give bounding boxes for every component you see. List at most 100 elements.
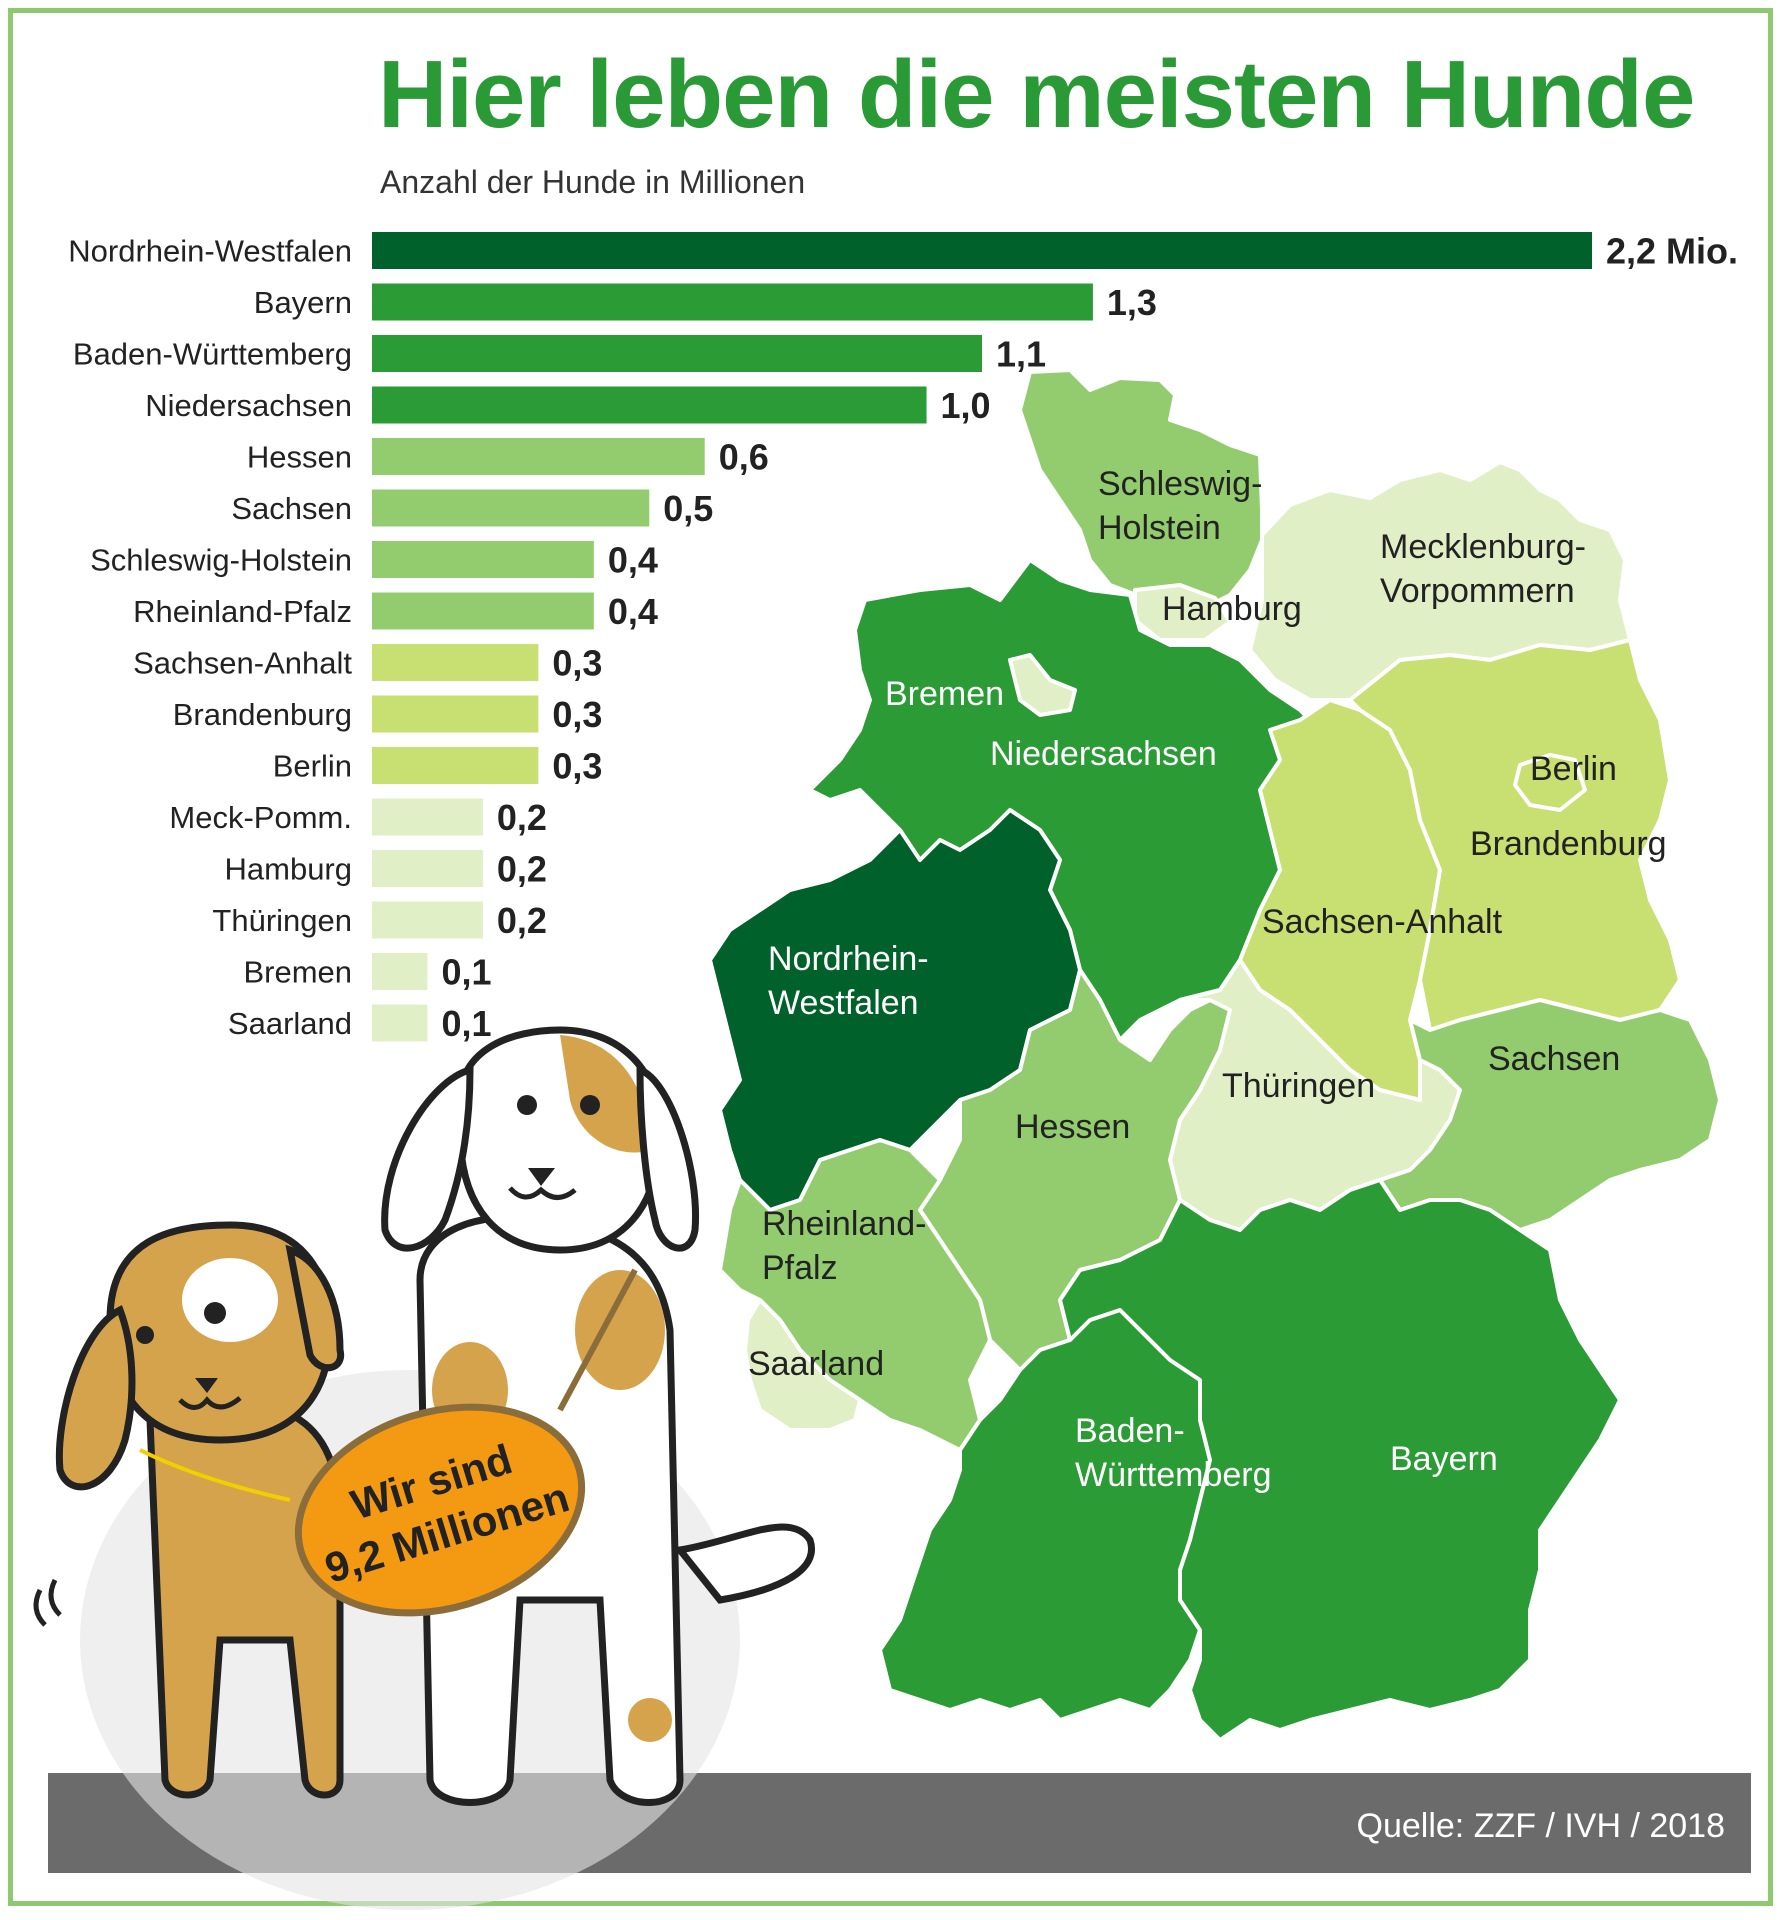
value-label: 0,2	[497, 797, 547, 838]
category-label: Bremen	[243, 955, 352, 990]
bar	[372, 541, 594, 578]
value-label: 1,0	[941, 385, 991, 426]
map-labels: Schleswig- Holstein Mecklenburg- Vorpommern…	[748, 465, 1667, 1494]
category-label: Schleswig-Holstein	[90, 543, 352, 578]
map-label-nw: Westfalen	[768, 984, 919, 1022]
bar	[372, 644, 539, 681]
map-region-rp	[718, 1138, 992, 1452]
bar	[372, 953, 428, 990]
map-label-mv: Vorpommern	[1380, 572, 1575, 610]
map-label-st: Sachsen-Anhalt	[1262, 903, 1503, 941]
value-label: 1,1	[996, 334, 1046, 375]
bar	[372, 850, 483, 887]
collar-string	[139, 1448, 291, 1502]
brown-dog-tail-lines	[33, 1578, 62, 1627]
dogs-illustration: Wir sind 9,2 Millionen	[33, 1026, 815, 1910]
value-label: 0,4	[608, 540, 658, 581]
infographic-frame	[8, 8, 1773, 1906]
white-dog-spot-3	[628, 1698, 672, 1742]
brown-dog-ear-left	[55, 1305, 136, 1491]
value-label: 0,2	[497, 849, 547, 890]
chart-subtitle: Anzahl der Hunde in Millionen	[380, 164, 806, 200]
map-label-sh: Holstein	[1098, 509, 1221, 547]
map-label-th: Thüringen	[1222, 1067, 1375, 1105]
category-label: Niedersachsen	[145, 388, 352, 423]
brown-dog-eye-patch	[182, 1258, 278, 1342]
category-label: Hamburg	[225, 852, 353, 887]
map-region-hb	[1008, 653, 1077, 717]
value-label: 1,3	[1107, 282, 1157, 323]
bar	[372, 1004, 428, 1042]
category-label: Bayern	[254, 285, 352, 320]
map-label-bb: Brandenburg	[1470, 825, 1667, 863]
white-dog-nose	[528, 1168, 555, 1186]
category-label: Baden-Württemberg	[73, 337, 352, 372]
map-label-mv: Mecklenburg-	[1380, 528, 1586, 566]
map-label-be: Berlin	[1530, 750, 1617, 788]
brown-dog-eye	[204, 1302, 226, 1324]
map-region-sh	[1018, 368, 1264, 612]
white-dog-head-patch	[560, 1035, 650, 1153]
map-region-ni	[808, 558, 1322, 1042]
category-label: Nordrhein-Westfalen	[68, 234, 352, 269]
value-label: 0,4	[608, 591, 658, 632]
bar	[372, 798, 483, 836]
map-region-nw	[708, 808, 1082, 1212]
map-label-he: Hessen	[1015, 1108, 1130, 1146]
value-label: 2,2 Mio.	[1606, 231, 1738, 272]
white-dog-ear-right	[636, 1065, 700, 1252]
value-label: 0,6	[719, 437, 769, 478]
map-label-sn: Sachsen	[1488, 1040, 1620, 1078]
map-label-sh: Schleswig-	[1098, 465, 1262, 503]
brown-dog-nose	[195, 1378, 218, 1393]
value-label: 0,3	[552, 643, 602, 684]
map-label-ni: Niedersachsen	[990, 735, 1217, 773]
map-label-hb: Bremen	[885, 675, 1004, 713]
bar	[372, 695, 539, 733]
value-label: 0,1	[441, 952, 491, 993]
bar	[372, 283, 1093, 321]
brown-dog-ear-right	[285, 1244, 345, 1372]
category-label: Meck-Pomm.	[169, 800, 352, 835]
value-label: 0,1	[441, 1003, 491, 1044]
category-label: Sachsen	[231, 491, 352, 526]
value-label: 0,3	[552, 694, 602, 735]
bar	[372, 747, 539, 784]
category-label: Rheinland-Pfalz	[133, 594, 352, 629]
map-region-mv	[1248, 460, 1632, 702]
category-label: Sachsen-Anhalt	[133, 646, 352, 681]
white-dog-ear-left	[381, 1065, 474, 1252]
category-label: Berlin	[273, 749, 352, 784]
germany-map	[708, 368, 1722, 1742]
map-region-sn	[1378, 998, 1722, 1232]
bar	[372, 232, 1592, 269]
bar	[372, 335, 982, 372]
value-label: 0,5	[663, 488, 713, 529]
map-region-bb	[1348, 638, 1682, 1032]
leash	[557, 1268, 638, 1412]
map-label-rp: Pfalz	[762, 1249, 838, 1287]
map-label-sl: Saarland	[748, 1345, 884, 1383]
map-region-by	[1058, 1178, 1622, 1742]
brown-dog-eye-left	[136, 1326, 154, 1344]
category-label: Brandenburg	[173, 697, 352, 732]
value-label: 0,3	[552, 746, 602, 787]
map-region-be	[1513, 753, 1587, 812]
source-text: Quelle: ZZF / IVH / 2018	[1357, 1807, 1725, 1845]
badge: Wir sind 9,2 Millionen	[294, 1403, 586, 1617]
white-dog-eye-left	[517, 1095, 537, 1115]
map-label-nw: Nordrhein-	[768, 940, 929, 978]
white-dog-tail	[673, 1523, 815, 1604]
brown-dog-mouth	[178, 1396, 242, 1410]
map-label-by: Bayern	[1390, 1440, 1498, 1478]
map-label-hh: Hamburg	[1162, 590, 1302, 628]
category-label: Hessen	[247, 440, 352, 475]
category-label: Saarland	[228, 1006, 352, 1041]
bar	[372, 592, 594, 630]
map-label-bw: Baden-	[1075, 1412, 1185, 1450]
category-label: Thüringen	[212, 903, 352, 938]
white-dog-eye-right	[580, 1095, 600, 1115]
white-dog-mouth	[508, 1186, 577, 1200]
value-label: 0,2	[497, 900, 547, 941]
